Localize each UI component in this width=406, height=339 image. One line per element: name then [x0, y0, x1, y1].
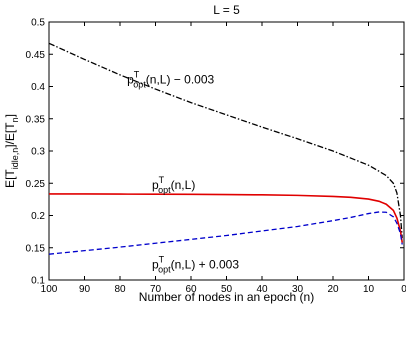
annotations: pT opt(n,L) − 0.003 pT opt(n,L) pT opt(n,L) +… — [127, 69, 239, 274]
x-tick-label: 0 — [401, 284, 406, 295]
series-layer — [48, 42, 404, 255]
series-line-upper — [48, 42, 403, 239]
series-line-lower — [48, 211, 403, 255]
x-tick-label: 30 — [292, 284, 304, 295]
series-line-opt — [48, 193, 404, 243]
x-tick-label: 20 — [327, 284, 339, 295]
x-tick-label: 50 — [221, 284, 233, 295]
y-tick-label: 0.35 — [26, 114, 46, 125]
y-tick-label: 0.45 — [26, 50, 46, 61]
annotation-lower: pT opt(n,L) + 0.003 — [152, 254, 239, 274]
y-tick-label: 0.25 — [26, 179, 46, 190]
x-tick-label: 80 — [114, 284, 126, 295]
annotation-opt: pT opt(n,L) — [152, 175, 195, 195]
ticks: 100 90 80 70 60 50 40 30 20 10 00.10.150.20.250.30… — [26, 18, 406, 296]
annotation-upper: pT opt(n,L) − 0.003 — [127, 69, 214, 89]
x-tick-label: 90 — [79, 284, 91, 295]
y-tick-label: 0.5 — [31, 18, 45, 29]
x-axis-label: Number of nodes in an epoch (n) — [139, 290, 314, 304]
plot-frame — [48, 21, 405, 281]
y-axis-label: E[Tidle,n]/E[Tn] — [3, 114, 20, 188]
y-tick-label: 0.1 — [31, 276, 45, 287]
y-tick-label: 0.4 — [31, 82, 45, 93]
x-tick-label: 70 — [150, 284, 162, 295]
y-tick-label: 0.2 — [31, 211, 45, 222]
x-tick-label: 10 — [363, 284, 375, 295]
x-tick-label: 40 — [256, 284, 268, 295]
y-tick-label: 0.15 — [26, 243, 46, 254]
chart-title: L = 5 — [213, 3, 240, 17]
y-tick-label: 0.3 — [31, 147, 45, 158]
x-tick-label: 60 — [185, 284, 197, 295]
x-tick-label: 100 — [41, 284, 58, 295]
